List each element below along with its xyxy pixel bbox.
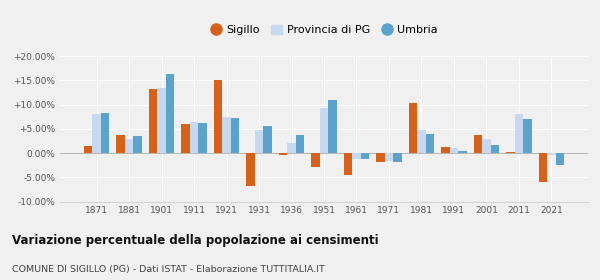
Text: COMUNE DI SIGILLO (PG) - Dati ISTAT - Elaborazione TUTTITALIA.IT: COMUNE DI SIGILLO (PG) - Dati ISTAT - El… [12, 265, 325, 274]
Bar [523, 119, 532, 153]
Bar [425, 134, 434, 153]
Bar [287, 143, 296, 153]
Bar [296, 135, 304, 153]
Bar [352, 153, 361, 159]
Bar [409, 103, 417, 153]
Bar [474, 135, 482, 153]
Bar [223, 117, 231, 153]
Bar [449, 148, 458, 153]
Bar [556, 153, 564, 165]
Bar [157, 88, 166, 153]
Bar [263, 126, 272, 153]
Bar [539, 153, 547, 182]
Bar [116, 135, 125, 153]
Bar [311, 153, 320, 167]
Bar [84, 146, 92, 153]
Bar [279, 153, 287, 155]
Bar [482, 139, 491, 153]
Bar [385, 153, 393, 161]
Bar [547, 153, 556, 155]
Bar [231, 118, 239, 153]
Bar [181, 124, 190, 153]
Bar [491, 145, 499, 153]
Bar [199, 123, 207, 153]
Legend: Sigillo, Provincia di PG, Umbria: Sigillo, Provincia di PG, Umbria [206, 21, 442, 40]
Bar [247, 153, 255, 186]
Bar [92, 114, 101, 153]
Bar [458, 151, 467, 153]
Bar [190, 122, 199, 153]
Bar [214, 80, 223, 153]
Bar [441, 147, 449, 153]
Bar [361, 153, 369, 159]
Bar [149, 88, 157, 153]
Bar [515, 114, 523, 153]
Bar [166, 74, 174, 153]
Bar [376, 153, 385, 162]
Bar [393, 153, 401, 162]
Bar [328, 100, 337, 153]
Bar [125, 139, 133, 153]
Bar [133, 136, 142, 153]
Bar [344, 153, 352, 175]
Bar [320, 108, 328, 153]
Bar [417, 130, 425, 153]
Text: Variazione percentuale della popolazione ai censimenti: Variazione percentuale della popolazione… [12, 234, 379, 247]
Bar [255, 130, 263, 153]
Bar [506, 151, 515, 153]
Bar [101, 113, 109, 153]
